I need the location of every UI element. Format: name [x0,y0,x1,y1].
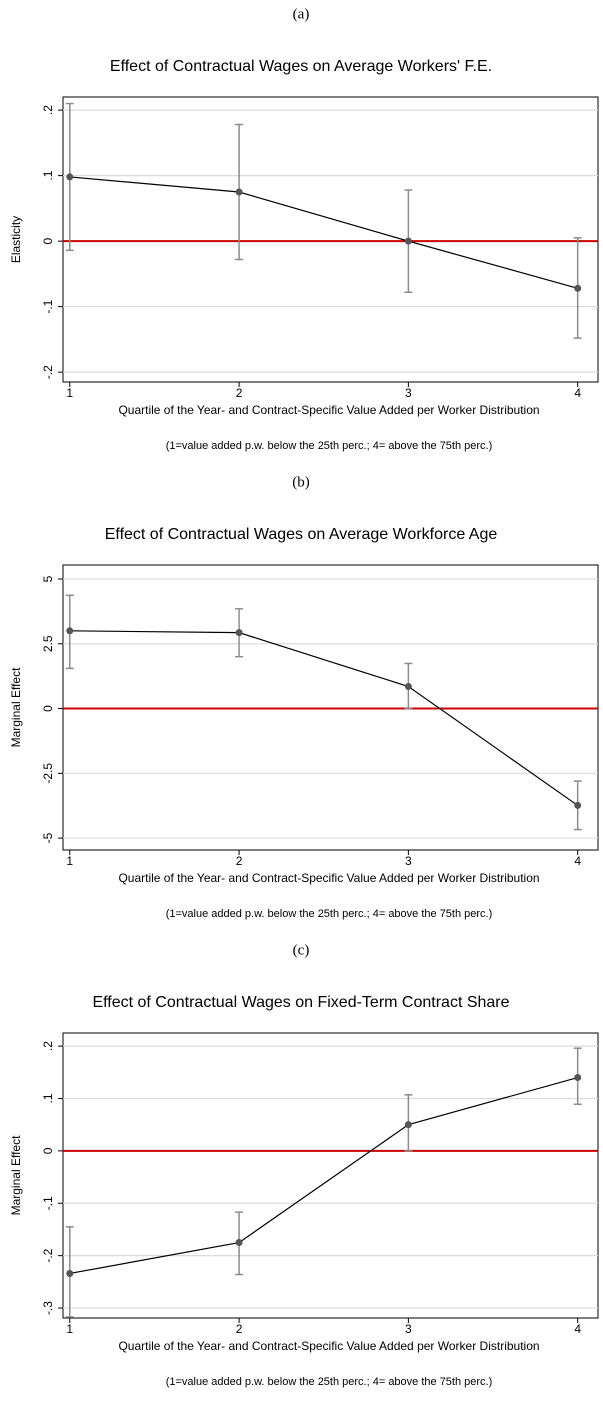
chart-title: Effect of Contractual Wages on Fixed-Ter… [92,994,509,1011]
point [235,188,243,196]
x-tick-label: 3 [405,854,412,868]
y-tick-label: -.2 [41,1248,55,1262]
point [66,1269,74,1277]
x-tick-label: 1 [66,1322,73,1336]
panel-label: (a) [293,6,310,22]
x-tick-label: 4 [574,854,581,868]
x-axis-title: Quartile of the Year- and Contract-Speci… [118,871,539,885]
point [404,237,412,245]
y-tick-label: 0 [41,705,55,712]
y-tick-label: .1 [41,1093,55,1103]
y-tick-label: -.3 [41,1301,55,1315]
y-tick-label: .2 [41,1041,55,1051]
panel-label: (c) [293,942,310,958]
point [574,801,582,809]
point [574,1074,582,1082]
note: (1=value added p.w. below the 25th perc.… [166,1376,493,1388]
x-tick-label: 2 [236,1322,243,1336]
x-tick-label: 4 [574,386,581,400]
plot-frame [62,564,599,851]
point [235,629,243,637]
panel-label: (b) [292,474,310,490]
point [404,1121,412,1129]
point [574,284,582,292]
x-tick-label: 3 [405,386,412,400]
y-tick-label: .1 [41,170,55,180]
y-tick-label: 5 [41,575,55,582]
x-tick-label: 1 [66,854,73,868]
chart-title: Effect of Contractual Wages on Average W… [110,58,492,75]
y-tick-label: -.1 [41,299,55,313]
x-tick-label: 1 [66,386,73,400]
x-axis-title: Quartile of the Year- and Contract-Speci… [118,403,539,417]
point [404,683,412,691]
y-tick-label: .2 [41,105,55,115]
y-axis-title: Marginal Effect [9,1135,23,1215]
series-line [69,630,579,806]
note: (1=value added p.w. below the 25th perc.… [166,440,493,452]
point [66,627,74,635]
point [66,173,74,181]
point [235,1239,243,1247]
chart-title: Effect of Contractual Wages on Average W… [105,526,498,543]
y-tick-label: -5 [41,832,55,843]
series-line [69,1076,578,1275]
y-axis-title: Elasticity [9,216,23,263]
x-tick-label: 2 [236,386,243,400]
note: (1=value added p.w. below the 25th perc.… [166,908,493,920]
x-axis-title: Quartile of the Year- and Contract-Speci… [118,1339,539,1353]
series-line [69,176,578,289]
plot-frame [62,1032,599,1319]
y-tick-label: 0 [41,237,55,244]
x-tick-label: 3 [405,1322,412,1336]
y-tick-label: -.1 [41,1196,55,1210]
y-tick-label: -2.5 [41,763,55,784]
y-tick-label: -.2 [41,365,55,379]
x-tick-label: 4 [574,1322,581,1336]
y-tick-label: 0 [41,1147,55,1154]
x-tick-label: 2 [236,854,243,868]
y-axis-title: Marginal Effect [9,667,23,747]
y-tick-label: 2.5 [41,635,55,652]
plot-frame [62,96,599,383]
